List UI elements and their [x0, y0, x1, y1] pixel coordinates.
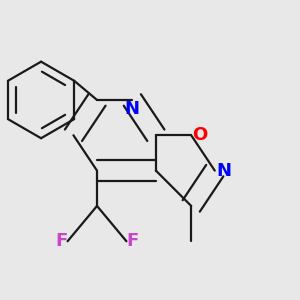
Text: N: N	[216, 162, 231, 180]
Text: F: F	[126, 232, 139, 250]
Text: N: N	[125, 100, 140, 118]
Text: F: F	[56, 232, 68, 250]
Text: O: O	[192, 126, 208, 144]
